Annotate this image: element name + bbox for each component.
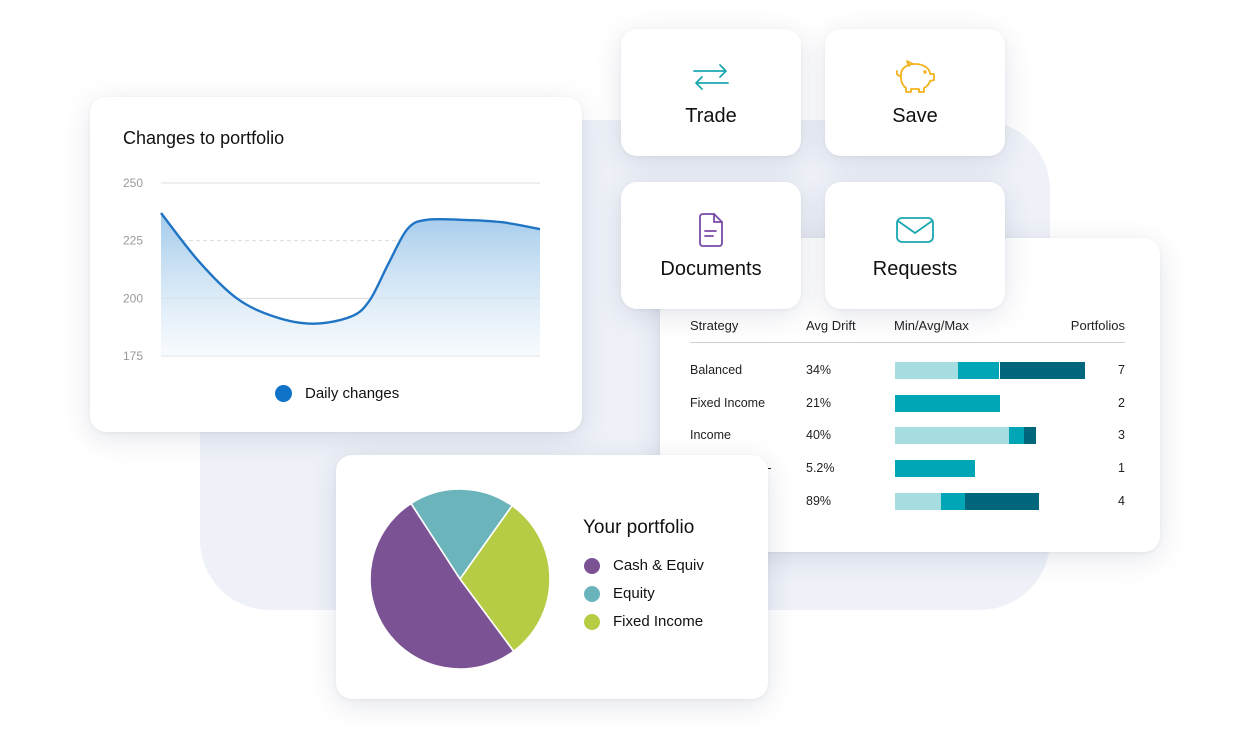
bar-segment-max [1024,427,1036,445]
pie-slice-cash-equiv [369,502,515,670]
y-tick-label: 225 [123,234,143,248]
drift-range-bar [895,460,1085,478]
legend-label: Daily changes [305,385,400,402]
envelope-icon [895,212,935,248]
save-tile[interactable]: Save [825,29,1005,156]
header-divider [690,342,1125,343]
legend-item-fixed-income: Fixed Income [584,613,703,630]
avg-drift-value: 34% [806,363,832,377]
portfolios-count: 4 [1118,493,1125,508]
portfolios-count: 7 [1118,363,1125,377]
drift-range-bar [895,394,1085,412]
avg-drift-value: 5.2% [806,461,835,476]
legend-label: Cash & Equiv [613,557,704,574]
arrows-exchange-icon [691,59,731,95]
header-strategy: Strategy [690,318,739,333]
pie-chart [369,488,551,670]
bar-segment-max [965,492,1040,510]
piggy-bank-icon [892,59,938,95]
bar-segment-min [895,427,1009,445]
drift-range-bar [895,492,1085,510]
legend-item-cash: Cash & Equiv [584,557,704,574]
changes-chart-card: Changes to portfolio 250 225 200 175 Daily … [90,97,582,432]
trade-label: Trade [685,105,737,127]
document-icon [697,212,725,248]
legend-dot [584,613,600,630]
bar-segment-min [895,492,941,510]
pie-slice-equity [409,488,514,581]
strategy-name: Balanced [690,363,743,377]
bar-segment-max [999,362,1085,379]
portfolio-pie-card: Your portfolio Cash & Equiv Equity Fixed… [336,455,768,699]
requests-tile[interactable]: Requests [825,182,1005,309]
chart-title: Changes to portfolio [123,128,285,148]
documents-label: Documents [660,258,762,280]
header-avg-drift: Avg Drift [806,318,856,333]
legend-dot [584,585,600,602]
legend-label: Fixed Income [613,613,704,630]
legend-dot [275,385,292,402]
bar-segment-avg [895,394,1000,412]
header-min-avg-max: Min/Avg/Max [894,318,969,333]
legend-item-equity: Equity [584,585,655,602]
portfolios-count: 1 [1118,461,1125,476]
strategy-name: Fixed Income [690,395,766,410]
bar-segment-avg [1009,427,1025,445]
requests-label: Requests [872,258,958,280]
area-fill [161,212,540,356]
drift-range-bar [895,362,1085,379]
header-portfolios: Portfolios [1070,318,1125,333]
legend-dot [584,557,600,574]
chart-legend: Daily changes [275,385,399,402]
pie-slice-fixed-income [459,504,551,653]
documents-tile[interactable]: Documents [621,182,801,309]
strategy-name: Income [690,428,731,443]
save-label: Save [892,105,938,127]
trade-tile[interactable]: Trade [621,29,801,156]
y-tick-label: 200 [123,291,143,305]
bar-segment-avg [940,492,966,510]
portfolios-count: 2 [1118,395,1125,410]
bar-segment-avg [957,362,1000,379]
y-tick-label: 250 [123,176,143,190]
avg-drift-value: 21% [806,395,832,410]
y-tick-label: 175 [123,349,143,363]
pie-title: Your portfolio [583,517,695,538]
drift-range-bar [895,427,1085,445]
bar-segment-avg [895,460,975,478]
line-chart: 250 225 200 175 [123,176,541,363]
bar-segment-min [895,362,958,379]
avg-drift-value: 89% [806,493,832,508]
avg-drift-value: 40% [806,428,832,443]
series-line-daily-changes [160,212,541,325]
portfolios-count: 3 [1118,428,1125,443]
legend-label: Equity [613,585,655,602]
